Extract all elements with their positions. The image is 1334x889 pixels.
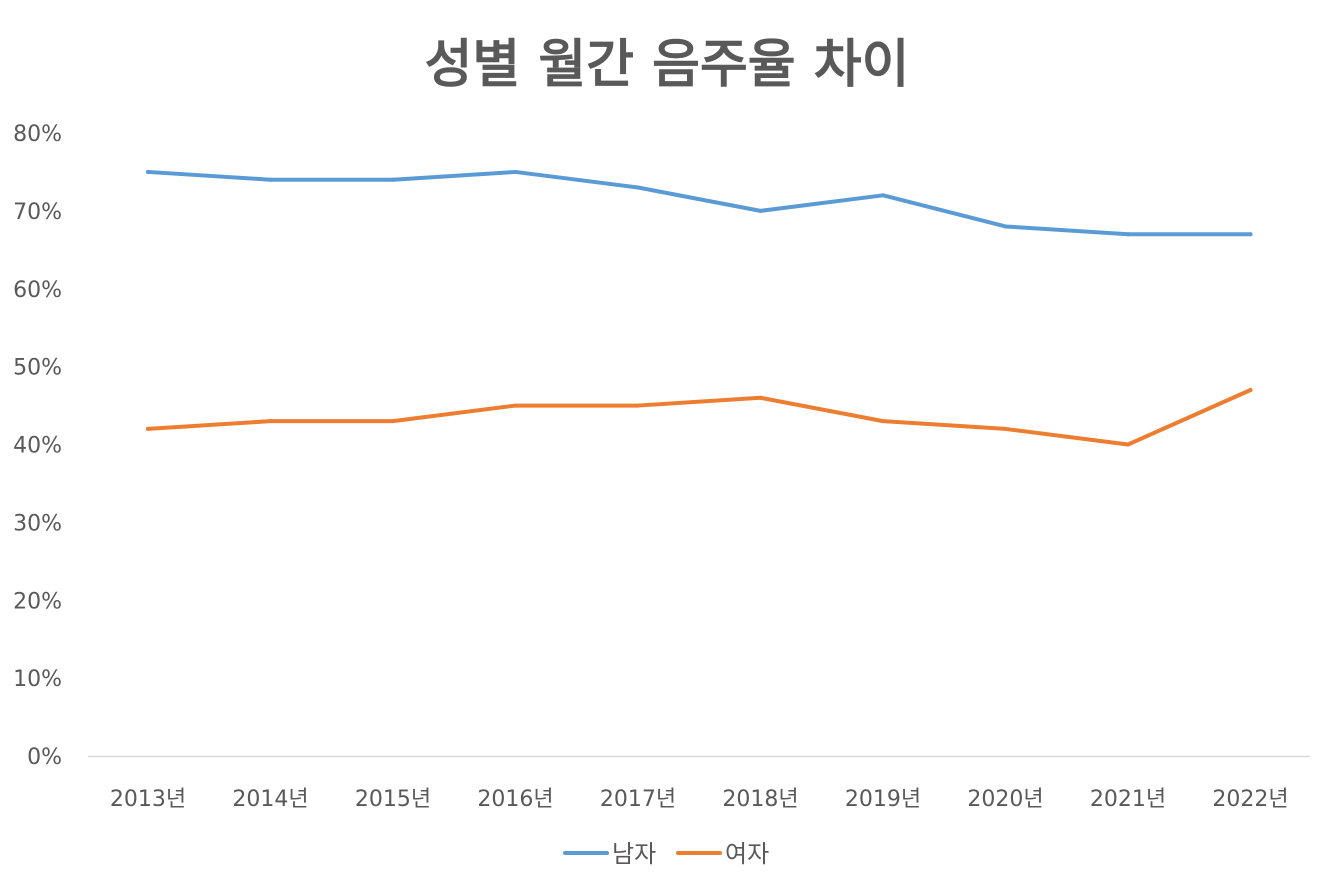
x-tick-label: 2020년 [967,787,1043,812]
data-point [1003,224,1008,229]
data-point [881,419,885,424]
x-axis: 2013년 2014년 2015년 2016년 2017년 2018년 2019년 2020년… [88,755,1310,812]
data-point [1248,387,1253,392]
x-tick-label: 2017년 [600,787,676,812]
x-tick-label: 2021년 [1090,787,1166,812]
y-tick-label: 0% [27,745,62,770]
legend-label: 여자 [725,840,769,868]
data-point [513,403,518,408]
legend: 남자 여자 [563,840,769,868]
y-tick-label: 70% [13,200,62,225]
data-point [881,193,885,198]
data-point [1126,442,1130,447]
y-tick-label: 60% [13,278,62,303]
data-point [636,403,640,408]
data-point [146,426,150,431]
x-tick-label: 2019년 [845,787,921,812]
data-point [1248,232,1253,237]
x-tick-label: 2018년 [722,787,798,812]
series-line-0 [146,169,1253,237]
y-tick-label: 10% [13,667,62,692]
data-point [758,395,763,400]
y-tick-label: 40% [13,434,62,459]
legend-label: 남자 [612,840,656,868]
x-tick-label: 2015년 [355,787,431,812]
data-point [636,185,640,190]
series-line-1 [146,387,1253,447]
x-tick-label: 2013년 [110,787,186,812]
y-tick-label: 80% [13,122,62,147]
data-point [268,177,273,182]
data-point [513,169,518,174]
x-tick-label: 2022년 [1212,787,1288,812]
data-point [391,419,395,424]
data-point [391,177,395,182]
y-axis: 0% 10% 20% 30% 40% 50% 60% 70% 80% [13,122,62,770]
data-point [758,208,763,213]
data-point [1003,426,1008,431]
x-tick-label: 2016년 [477,787,553,812]
chart-title: 성별 월간 음주율 차이 [425,35,910,95]
data-point [268,419,273,424]
series-layer [146,169,1253,447]
y-tick-label: 50% [13,356,62,381]
data-point [1126,232,1130,237]
data-point [146,169,150,174]
x-tick-label: 2014년 [232,787,308,812]
y-tick-label: 30% [13,511,62,536]
y-tick-label: 20% [13,589,62,614]
